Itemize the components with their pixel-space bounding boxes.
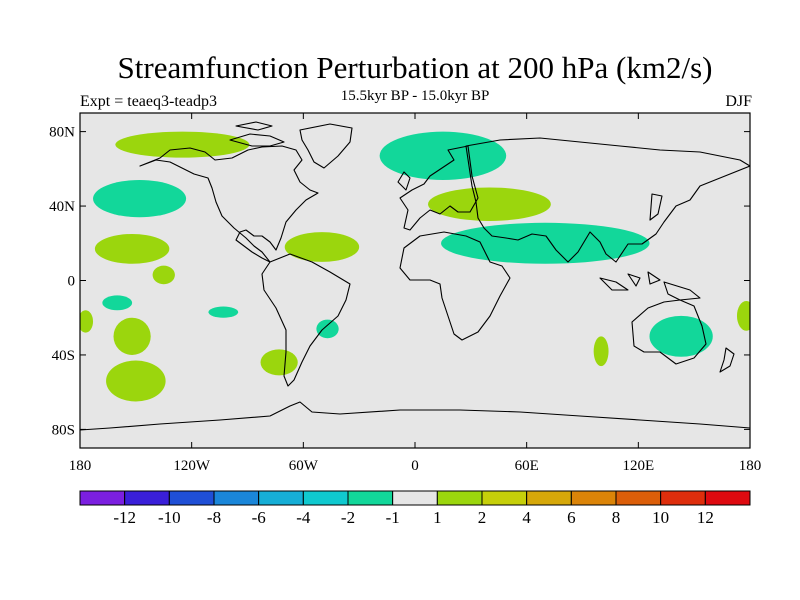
anomaly-southern-ocean-positive [106,360,166,402]
colorbar-label: 2 [478,508,487,527]
experiment-label: Expt = teaeq3-teadp3 [80,93,217,110]
map-axes: 80N 40N 0 40S 80S 180 120W 60W 0 60E 120E 180 [49,113,761,474]
anomaly-east-pacific-positive [152,265,175,285]
lon-tick-label: 0 [411,458,419,474]
chart-title: Streamfunction Perturbation at 200 hPa (… [117,50,713,85]
anomaly-south-pacific-positive [113,317,151,355]
anomaly-arctic-europe-negative [379,131,507,180]
lon-tick-label: 120E [622,458,654,474]
anomaly-patagonia-positive [260,349,298,376]
colorbar-swatch [302,490,349,506]
colorbar-label: 12 [697,508,714,527]
anomaly-south-pacific-negative-small [102,295,133,311]
anomaly-central-pacific-positive [94,233,170,264]
coastline-europe [399,145,479,231]
coastline-britain [397,171,411,191]
lat-tick-label: 80S [52,422,75,438]
lon-tick-label: 180 [739,458,762,474]
colorbar-label: -10 [158,508,181,527]
colorbar-label: -4 [296,508,311,527]
season-label: DJF [725,93,752,110]
colorbar-label: -12 [113,508,136,527]
anomaly-eurasia-positive [428,187,551,221]
colorbar-swatch [615,490,662,506]
chart-subtitle: 15.5kyr BP - 15.0kyr BP [340,88,490,104]
anomaly-south-atlantic-negative [316,319,339,339]
colorbar-label: 4 [522,508,531,527]
lat-tick-label: 40S [52,348,75,364]
colorbar-label: 6 [567,508,576,527]
lat-tick-label: 40N [49,199,75,215]
anomaly-australia-negative [649,315,713,357]
coastline-antarctica [80,401,750,431]
coastline-layer [80,121,750,431]
anomaly-greenland-positive [115,131,250,158]
lat-tick-label: 80N [49,125,75,141]
colorbar-label: 8 [612,508,621,527]
anomaly-north-pacific-negative [93,180,187,218]
colorbar-label: -1 [386,508,400,527]
colorbar-swatch [168,490,215,506]
colorbar-label: -2 [341,508,355,527]
colorbar-label: 10 [652,508,669,527]
colorbar-swatch [526,490,572,506]
colorbar-label: 1 [433,508,442,527]
coastline-australia [631,299,707,365]
colorbar-swatch [213,490,260,506]
coastline-south-america [261,253,351,387]
lon-tick-label: 180 [69,458,92,474]
coastline-arctic-islands [229,121,285,147]
anomaly-subtropical-asia-negative [441,222,650,264]
lon-tick-label: 120W [173,458,211,474]
lat-tick-label: 0 [68,274,76,290]
colorbar-label: -6 [252,508,266,527]
coastline-asia [465,137,750,263]
coastline-north-america [139,145,319,263]
colorbar-swatch [347,490,394,506]
coastline-indonesia [599,271,701,301]
colorbar-swatch [124,490,170,506]
colorbar: -12 -10 -8 -6 -4 -2 -1 1 2 4 6 8 10 12 [79,490,751,527]
colorbar-swatch [258,490,304,506]
anomaly-southeast-pacific-negative [208,306,239,318]
colorbar-swatch [660,490,706,506]
coastline-japan [649,193,663,221]
anomaly-east-edge-positive [736,300,750,331]
colorbar-swatch [570,490,617,506]
lon-tick-label: 60E [515,458,539,474]
colorbar-swatch [436,490,483,506]
colorbar-swatch [392,490,438,506]
colorbar-label: -8 [207,508,221,527]
anomaly-west-edge-positive [80,310,94,333]
coastline-africa [399,231,511,341]
colorbar-swatch [79,490,126,506]
coastline-new-zealand [719,347,735,373]
lon-tick-label: 60W [289,458,319,474]
anomaly-atlantic-positive [284,232,360,262]
anomaly-indian-ocean-positive [593,336,609,367]
colorbar-swatch [481,490,528,506]
colorbar-swatch [704,490,751,506]
anomaly-layer [80,131,750,402]
coastline-greenland [299,123,353,169]
